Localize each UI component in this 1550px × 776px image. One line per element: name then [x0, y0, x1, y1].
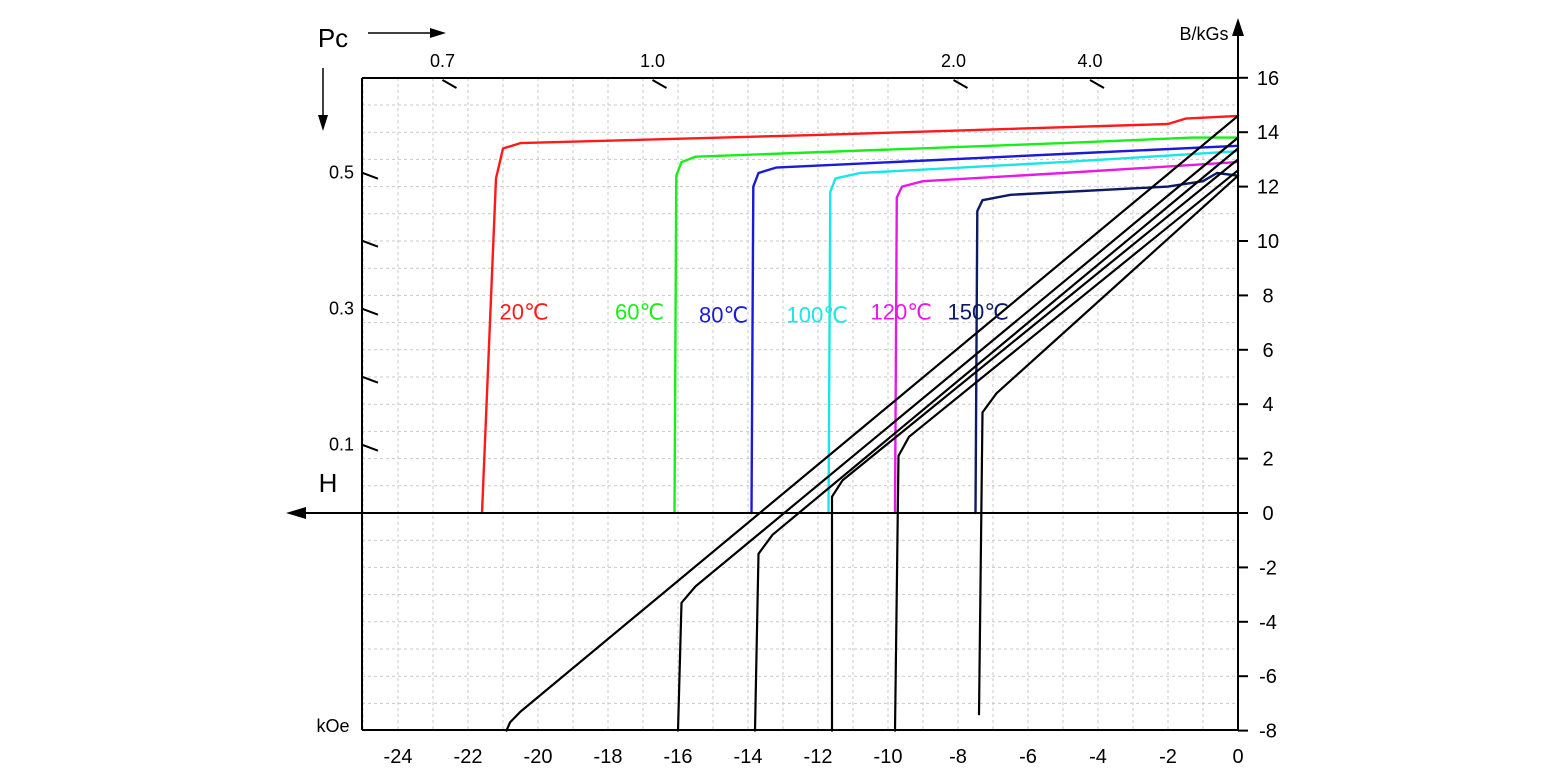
pc-top-tick: [1089, 79, 1105, 89]
axes: [286, 18, 1248, 732]
pc-left-label: 0.1: [329, 435, 354, 455]
x-tick-label: -20: [524, 746, 553, 768]
pc-left-tick: [361, 239, 379, 248]
y-tick-label: 2: [1262, 449, 1273, 471]
pc-top-tick: [652, 79, 667, 89]
bh-curve-7: [676, 136, 1240, 732]
intrinsic-curve-1: [673, 136, 1240, 515]
intrinsic-curve-3: [827, 150, 1240, 515]
y-tick-label: 6: [1262, 340, 1273, 362]
x-tick-label: -14: [734, 746, 763, 768]
pc-down-arrow-head: [318, 115, 328, 131]
x-tick-label: -12: [804, 746, 833, 768]
series-label: 20℃: [500, 300, 549, 325]
y-tick-label: 8: [1262, 285, 1273, 307]
x-tick-label: -4: [1089, 746, 1107, 768]
x-tick-label: -22: [454, 746, 483, 768]
pc-left-tick: [361, 171, 379, 180]
b-axis-label: B/kGs: [1179, 24, 1228, 44]
y-tick-label: -6: [1259, 666, 1277, 688]
x-tick-label: -6: [1019, 746, 1037, 768]
pc-top-label: 2.0: [941, 51, 966, 71]
y-tick-label: -4: [1259, 612, 1277, 634]
y-tick-label: 14: [1257, 122, 1279, 144]
y-tick-label: 10: [1257, 231, 1279, 253]
x-tick-label: -2: [1159, 746, 1177, 768]
bh-curve-6: [505, 114, 1240, 732]
series-label: 80℃: [699, 302, 748, 327]
y-tick-label: -8: [1259, 721, 1277, 743]
bh-curve-10: [893, 169, 1240, 732]
pc-left-tick: [361, 443, 379, 452]
bh-curve-8: [753, 147, 1240, 732]
x-tick-label: -18: [594, 746, 623, 768]
grid: [362, 78, 1239, 730]
series-label: 150℃: [948, 300, 1009, 325]
pc-top-label: 0.7: [430, 51, 455, 71]
pc-axis-label: Pc: [318, 23, 348, 53]
series-label: 120℃: [871, 300, 932, 325]
h-unit-label: kOe: [316, 716, 349, 736]
pc-left-label: 0.5: [329, 163, 354, 183]
pc-top-tick: [953, 79, 968, 89]
x-tick-label: -16: [664, 746, 693, 768]
pc-left-tick: [361, 375, 379, 384]
x-tick-label: -24: [384, 746, 413, 768]
series-label: 60℃: [615, 300, 664, 325]
pc-top-tick: [442, 79, 457, 89]
intrinsic-curve-2: [750, 144, 1240, 515]
y-tick-label: 4: [1262, 394, 1273, 416]
pc-right-arrow-head: [430, 28, 446, 38]
intrinsic-curve-0: [480, 114, 1240, 515]
y-tick-label: -2: [1259, 557, 1277, 579]
intrinsic-curve-5: [974, 171, 1240, 515]
b-axis-arrow: [1232, 18, 1244, 36]
curves: [480, 114, 1240, 732]
bh-curve-9: [830, 158, 1240, 732]
pc-left-label: 0.3: [329, 299, 354, 319]
h-axis-arrow: [286, 507, 306, 519]
x-tick-label: 0: [1232, 746, 1243, 768]
intrinsic-curve-4: [893, 160, 1240, 515]
bh-curve-11: [977, 174, 1240, 716]
y-tick-label: 12: [1257, 177, 1279, 199]
x-tick-label: -8: [949, 746, 967, 768]
pc-top-label: 1.0: [640, 51, 665, 71]
h-axis-label: H: [319, 468, 338, 498]
pc-top-label: 4.0: [1077, 51, 1102, 71]
pc-left-tick: [361, 307, 379, 316]
y-tick-label: 16: [1257, 68, 1279, 90]
series-label: 100℃: [787, 302, 848, 327]
y-tick-label: 0: [1262, 503, 1273, 525]
x-tick-label: -10: [874, 746, 903, 768]
